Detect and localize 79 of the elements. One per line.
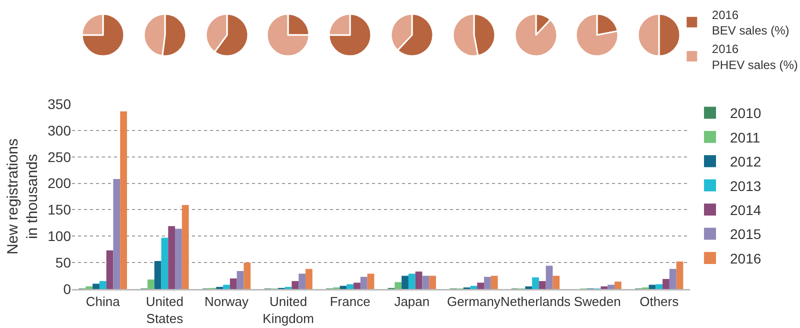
bar (86, 286, 93, 289)
bar (346, 284, 354, 289)
bar (244, 262, 251, 289)
bar (120, 111, 127, 289)
bar (99, 281, 106, 289)
legend-label: 2012 (730, 154, 762, 170)
bar (415, 272, 422, 289)
y-tick-label: 200 (48, 175, 72, 192)
legend-label: 2016 PHEV sales (%) (712, 42, 798, 72)
bar (408, 274, 416, 289)
bar (182, 204, 189, 289)
legend-label: 2015 (730, 226, 762, 242)
y-tick-label: 50 (55, 254, 72, 270)
bar (532, 277, 539, 289)
y-tick-label: 250 (48, 148, 72, 165)
bar (340, 286, 347, 289)
x-tick-label: Netherlands (500, 294, 572, 310)
bar (669, 268, 676, 289)
x-tick-label: Germany (446, 294, 501, 310)
bar (676, 262, 684, 289)
y-tick-label: 150 (48, 202, 72, 218)
bar (306, 268, 312, 289)
y-tick-label: 100 (48, 228, 72, 244)
bar (546, 266, 553, 289)
bar (394, 282, 402, 289)
bar (106, 250, 114, 289)
pie-slice (267, 13, 310, 57)
bar (175, 228, 182, 289)
bar (113, 179, 120, 289)
bar (470, 286, 478, 289)
bar (402, 276, 408, 289)
y-tick-label: 350 (48, 96, 72, 112)
x-tick-label: Sweden (574, 294, 621, 310)
bar (168, 226, 176, 289)
y-tick-label: 0 (63, 280, 72, 297)
bar (538, 281, 546, 289)
bar (429, 276, 436, 289)
x-tick-label: United Kingdom (262, 294, 314, 326)
bar (662, 278, 670, 289)
pie-slice (82, 13, 124, 57)
pie-slice (514, 13, 556, 57)
legend-label: 2016 BEV sales (%) (712, 8, 790, 38)
x-tick-label: Others (640, 294, 680, 310)
bar (223, 284, 230, 289)
bar (422, 276, 430, 289)
bar (161, 238, 168, 289)
bar (236, 271, 244, 289)
bar (477, 282, 484, 289)
bar (292, 281, 299, 289)
y-tick-label: 300 (48, 122, 72, 138)
bar (525, 286, 532, 289)
legend-label: 2016 (730, 250, 762, 266)
x-tick-label: France (330, 294, 370, 310)
legend-label: 2013 (730, 178, 762, 194)
bar (614, 282, 622, 289)
bar (608, 284, 615, 289)
bar (92, 284, 100, 289)
bar (367, 274, 374, 289)
x-tick-label: United States (146, 294, 184, 326)
legend-label: 2011 (730, 129, 760, 146)
bar (360, 276, 368, 289)
x-tick-label: Norway (204, 294, 250, 310)
bar (484, 276, 491, 289)
bar (490, 276, 498, 289)
bar (656, 284, 663, 289)
legend-label: 2010 (730, 105, 762, 122)
x-tick-label: Japan (394, 294, 430, 310)
bar (600, 286, 608, 289)
bar (154, 260, 162, 289)
pie-slice (329, 13, 372, 57)
y-axis-title: New registrations in thousands (4, 138, 41, 254)
legend-label: 2014 (730, 202, 762, 218)
bar (147, 279, 154, 289)
bar (354, 282, 360, 289)
bar (230, 278, 237, 289)
bar (298, 274, 306, 289)
pie-slice (576, 13, 618, 57)
bar (552, 276, 560, 289)
x-tick-label: China (86, 294, 121, 310)
